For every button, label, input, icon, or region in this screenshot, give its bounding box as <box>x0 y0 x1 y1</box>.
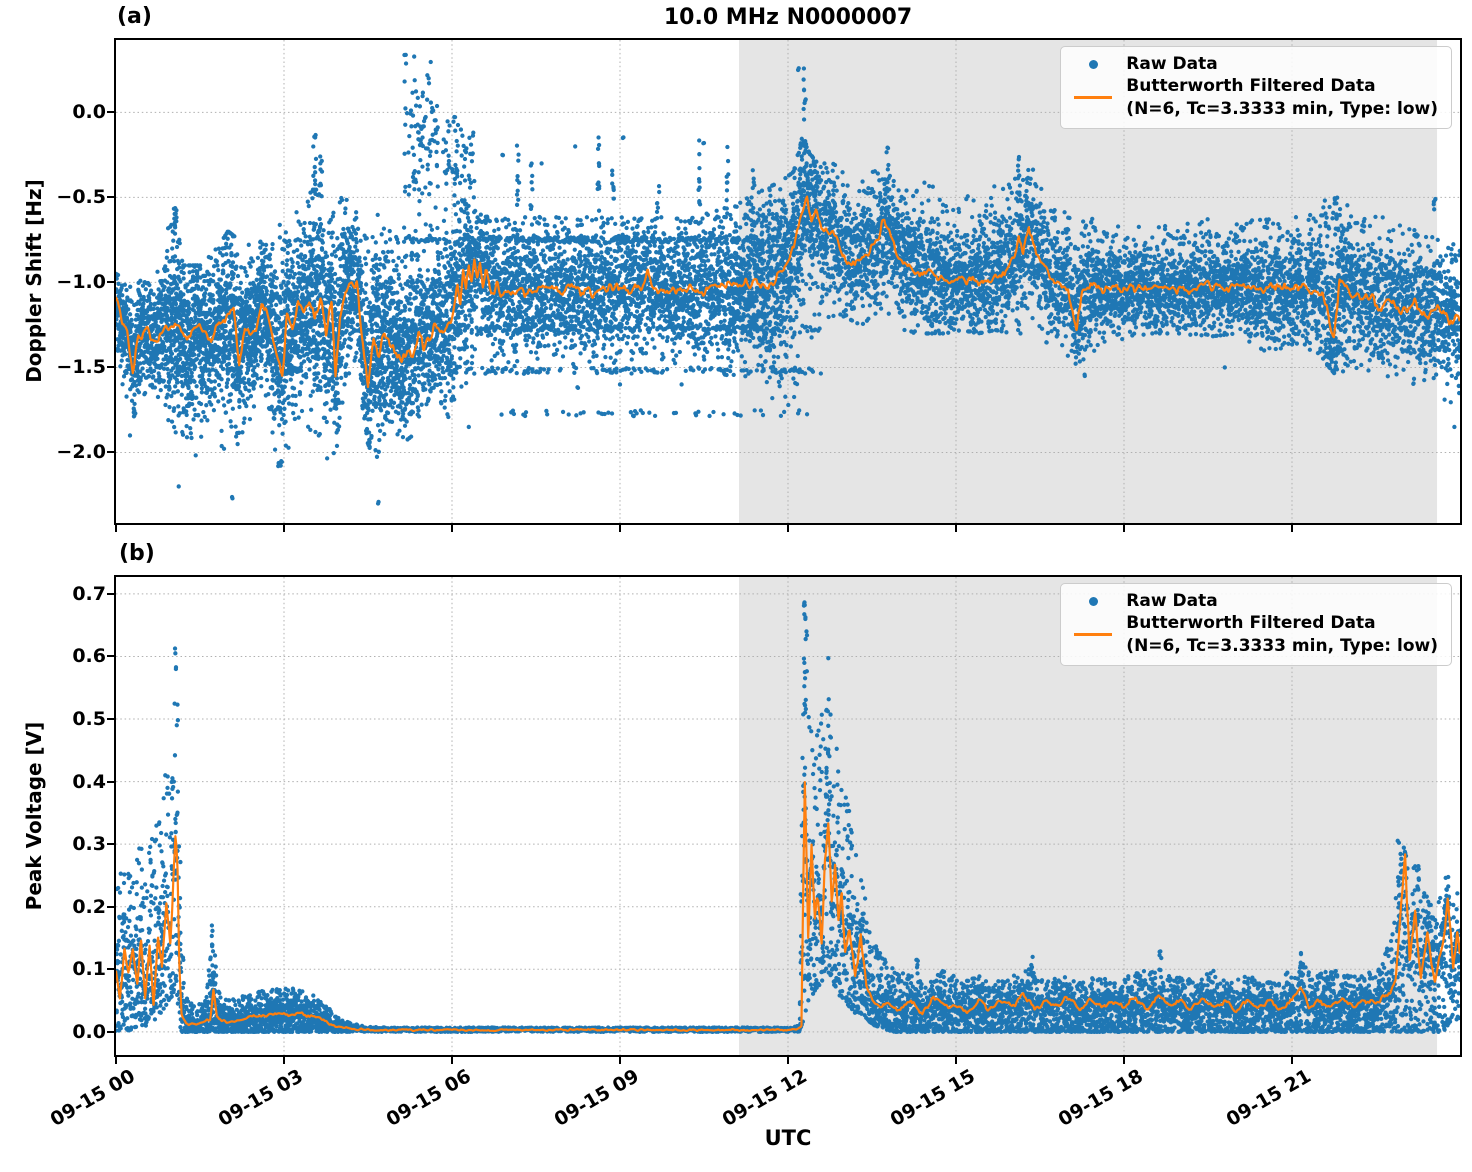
raw-marker-icon <box>1088 59 1098 69</box>
y-tick-mark <box>107 1030 116 1033</box>
y-tick-label: 0.5 <box>72 708 106 731</box>
y-tick-mark <box>107 196 116 199</box>
legend-filtered-label-line1: Butterworth Filtered Data <box>1126 613 1376 634</box>
legend-filtered-label: Butterworth Filtered Data (N=6, Tc=3.3333… <box>1114 75 1438 120</box>
legend-a: Raw Data Butterworth Filtered Data (N=6, … <box>1060 46 1452 130</box>
y-tick-label: 0.6 <box>72 645 106 668</box>
x-axis-label: UTC <box>764 1126 812 1150</box>
legend-filtered-entry: Butterworth Filtered Data (N=6, Tc=3.3333… <box>1072 612 1438 657</box>
x-tick-mark <box>1291 1055 1293 1064</box>
x-tick-label: 09-15 00 <box>46 1065 139 1131</box>
legend-raw-label: Raw Data <box>1126 591 1218 611</box>
panel-a-label: (a) <box>117 4 152 29</box>
y-tick-label: −0.5 <box>56 186 106 209</box>
legend-filtered-label: Butterworth Filtered Data (N=6, Tc=3.3333… <box>1114 612 1438 657</box>
legend-filtered-handle <box>1072 633 1114 637</box>
legend-raw-entry: Raw Data <box>1072 590 1438 612</box>
x-tick-label: 09-15 03 <box>214 1065 307 1131</box>
y-tick-label: 0.3 <box>72 833 106 856</box>
y-tick-label: 0.0 <box>72 101 106 124</box>
y-axis-label-voltage: Peak Voltage [V] <box>22 721 46 911</box>
legend-b: Raw Data Butterworth Filtered Data (N=6, … <box>1060 583 1452 667</box>
y-tick-label: 0.7 <box>72 582 106 605</box>
legend-filtered-handle <box>1072 96 1114 100</box>
x-tick-mark <box>283 523 285 532</box>
y-tick-mark <box>107 780 116 783</box>
filtered-line-icon <box>1074 633 1113 637</box>
x-tick-mark <box>1291 523 1293 532</box>
x-tick-label: 09-15 09 <box>550 1065 643 1131</box>
x-tick-mark <box>787 1055 789 1064</box>
y-tick-label: 0.2 <box>72 895 106 918</box>
y-tick-mark <box>107 592 116 595</box>
x-tick-label: 09-15 12 <box>718 1065 811 1131</box>
y-tick-label: 0.1 <box>72 958 106 981</box>
y-tick-mark <box>107 281 116 284</box>
x-tick-label: 09-15 15 <box>886 1065 979 1131</box>
filtered-line-icon <box>1074 96 1113 100</box>
x-tick-mark <box>619 1055 621 1064</box>
x-tick-mark <box>1123 523 1125 532</box>
x-tick-mark <box>955 523 957 532</box>
panel-a: Raw Data Butterworth Filtered Data (N=6, … <box>114 38 1462 525</box>
y-tick-mark <box>107 905 116 908</box>
legend-filtered-label-line2: (N=6, Tc=3.3333 min, Type: low) <box>1126 635 1438 656</box>
y-tick-label: −2.0 <box>56 441 106 464</box>
x-tick-mark <box>619 523 621 532</box>
y-tick-mark <box>107 843 116 846</box>
x-tick-mark <box>115 523 117 532</box>
y-tick-mark <box>107 111 116 114</box>
legend-raw-label: Raw Data <box>1126 54 1218 74</box>
y-tick-label: −1.0 <box>56 271 106 294</box>
legend-raw-entry: Raw Data <box>1072 53 1438 75</box>
y-tick-mark <box>107 451 116 454</box>
legend-filtered-label-line2: (N=6, Tc=3.3333 min, Type: low) <box>1126 98 1438 119</box>
y-tick-label: 0.4 <box>72 770 106 793</box>
legend-raw-handle <box>1072 59 1114 69</box>
x-tick-mark <box>955 1055 957 1064</box>
legend-filtered-label-line1: Butterworth Filtered Data <box>1126 76 1376 97</box>
y-tick-mark <box>107 718 116 721</box>
x-tick-mark <box>283 1055 285 1064</box>
plot-title: 10.0 MHz N0000007 <box>663 5 913 30</box>
y-tick-label: −1.5 <box>56 356 106 379</box>
raw-marker-icon <box>1088 596 1098 606</box>
y-tick-mark <box>107 366 116 369</box>
legend-raw-handle <box>1072 596 1114 606</box>
x-tick-label: 09-15 21 <box>1222 1065 1315 1131</box>
y-tick-mark <box>107 655 116 658</box>
x-tick-mark <box>115 1055 117 1064</box>
panel-b: Raw Data Butterworth Filtered Data (N=6, … <box>114 575 1462 1057</box>
x-tick-mark <box>787 523 789 532</box>
x-tick-mark <box>451 523 453 532</box>
x-tick-label: 09-15 06 <box>382 1065 475 1131</box>
x-tick-mark <box>1123 1055 1125 1064</box>
x-tick-mark <box>451 1055 453 1064</box>
x-tick-label: 09-15 18 <box>1054 1065 1147 1131</box>
y-tick-mark <box>107 968 116 971</box>
y-tick-label: 0.0 <box>72 1020 106 1043</box>
panel-b-label: (b) <box>119 541 155 566</box>
legend-filtered-entry: Butterworth Filtered Data (N=6, Tc=3.3333… <box>1072 75 1438 120</box>
